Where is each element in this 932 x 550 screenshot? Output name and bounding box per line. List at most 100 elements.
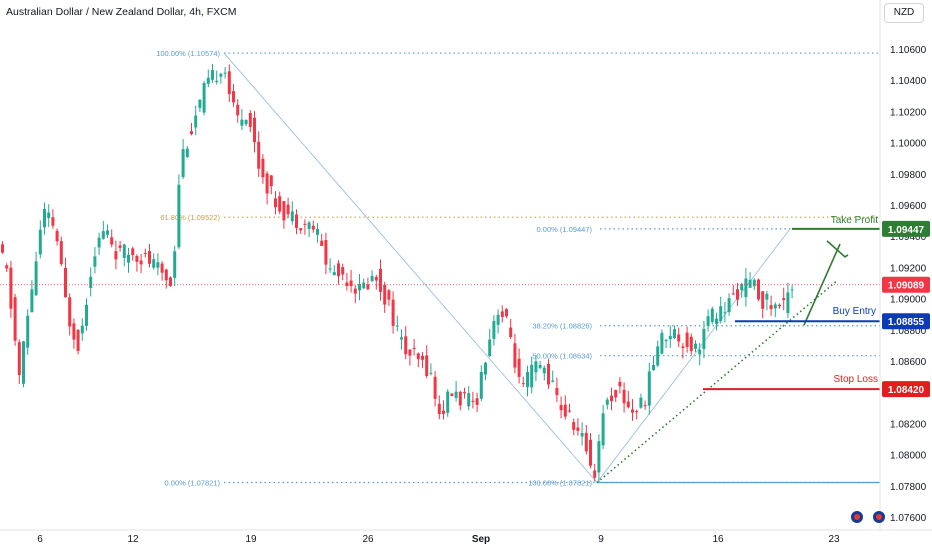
candle-body [5, 265, 9, 269]
candle-body [563, 404, 567, 417]
candle-body [652, 365, 655, 371]
candle-body [526, 372, 529, 388]
candle-body [240, 119, 244, 126]
candle-body [169, 277, 172, 286]
candle-body [765, 293, 769, 300]
candle-body [513, 343, 517, 368]
arrow-head [826, 240, 849, 258]
candle-body [269, 175, 273, 187]
fib-label: 100.00% (1.10574) [156, 49, 220, 58]
candle-body [387, 290, 391, 300]
candle-body [307, 222, 311, 229]
candle-body [786, 292, 790, 314]
candle-body [311, 225, 315, 230]
candle-body [677, 334, 681, 342]
fib-label: 38.20% (1.08826) [532, 322, 592, 331]
candle-body [206, 77, 210, 84]
candle-body [416, 353, 420, 360]
candle-body [1, 244, 4, 253]
fib-trend-line [596, 228, 791, 483]
candle-body [274, 198, 277, 208]
candle-body [530, 364, 534, 388]
candle-body [135, 255, 139, 262]
candle-body [278, 196, 282, 212]
candle-body [450, 393, 454, 397]
candle-body [584, 432, 588, 452]
candle-body [740, 283, 744, 291]
candle-body [34, 261, 38, 296]
candle-body [572, 422, 576, 430]
current-price-badge-text: 1.09089 [888, 281, 925, 292]
current-price-badge [882, 276, 930, 293]
candle-body [782, 298, 786, 301]
candle-body [97, 237, 101, 248]
candle-body [479, 371, 483, 399]
candle-body [290, 211, 294, 222]
candle-body [488, 339, 492, 357]
candle-body [547, 363, 550, 385]
candle-body [114, 251, 118, 260]
candle-body [568, 410, 571, 412]
candle-body [660, 332, 664, 354]
currency-button[interactable]: NZD [884, 3, 924, 23]
candle-body [710, 308, 714, 322]
candle-body [358, 284, 361, 291]
candle-body [76, 329, 80, 351]
candle-body [152, 259, 156, 268]
candle-body [366, 284, 370, 290]
candle-body [538, 364, 542, 368]
time-axis[interactable]: 6 12 19 26 Sep 9 16 23 [0, 529, 932, 545]
candle-body [706, 316, 710, 326]
candle-body [341, 267, 345, 275]
price-tick-label: 1.09200 [890, 263, 927, 274]
candle-body [303, 223, 307, 225]
candle-body [614, 389, 618, 398]
price-tick-label: 1.09600 [890, 201, 927, 212]
candle-body [379, 268, 382, 292]
take-profit-badge-text: 1.09447 [888, 225, 925, 236]
candle-body [631, 409, 634, 413]
candle-body [757, 279, 760, 300]
candle-body [471, 400, 475, 402]
time-tick-label: 16 [712, 534, 724, 545]
candle-body [433, 376, 437, 399]
price-tick-label: 1.07600 [890, 513, 927, 524]
buy-entry-label: Buy Entry [833, 306, 876, 317]
candle-body [496, 314, 500, 325]
chart-title: Australian Dollar / New Zealand Dollar, … [6, 6, 237, 18]
candle-body [442, 410, 445, 414]
candle-body [685, 332, 689, 347]
candle-body [458, 391, 462, 406]
candle-body [505, 309, 508, 317]
fib-label: 50.00% (1.08634) [532, 352, 592, 361]
candle-body [656, 346, 660, 366]
price-tick-label: 1.10400 [890, 76, 927, 87]
price-tick-label: 1.08600 [890, 357, 927, 368]
axis-icons [851, 511, 885, 523]
candle-body [404, 336, 408, 355]
candle-body [736, 289, 739, 300]
candle-body [328, 268, 332, 270]
candle-body [694, 343, 697, 349]
candle-body [72, 323, 76, 340]
price-axis[interactable]: 1.10600 1.10400 1.10200 1.10000 1.09800 1.096… [879, 0, 930, 530]
candle-body [156, 262, 160, 268]
fib-label: 61.80% (1.09522) [160, 213, 220, 222]
candle-body [13, 297, 17, 341]
candle-body [55, 230, 59, 242]
candle-body [337, 263, 340, 277]
candle-body [248, 112, 252, 127]
candle-body [244, 119, 248, 125]
candle-body [391, 299, 395, 326]
price-tick-label: 1.08200 [890, 419, 927, 430]
candle-body [395, 325, 399, 327]
candle-body [164, 269, 168, 281]
candle-body [265, 173, 269, 194]
candle-body [437, 403, 441, 415]
candle-body [773, 304, 777, 309]
price-tick-label: 1.07800 [890, 482, 927, 493]
stop-loss-badge [882, 381, 930, 398]
candle-body [744, 278, 748, 298]
candle-body [601, 413, 605, 446]
